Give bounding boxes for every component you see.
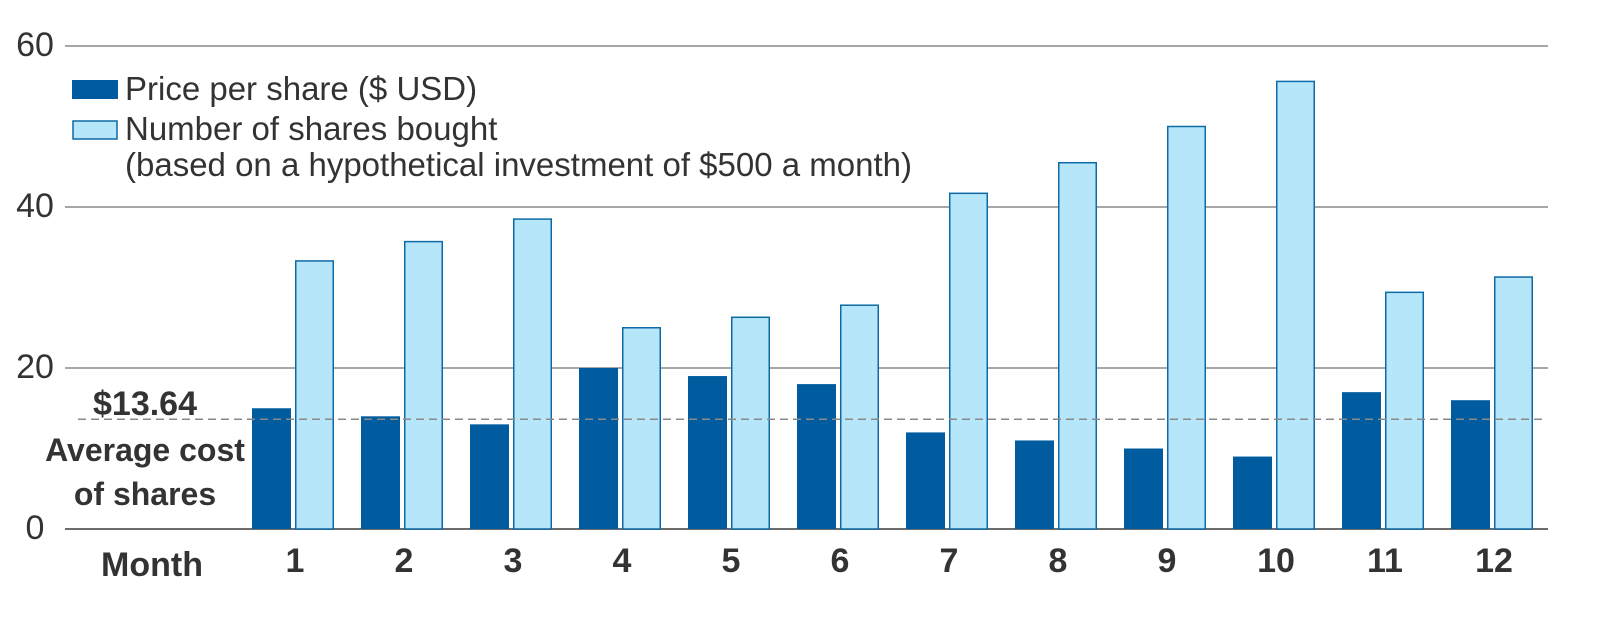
x-tick-3: 3: [504, 542, 523, 580]
bars: [252, 80, 1533, 530]
bar-shares-month-8: [1058, 161, 1097, 530]
bar-price-month-10: [1233, 456, 1272, 529]
x-tick-8: 8: [1049, 542, 1068, 580]
x-tick-2: 2: [395, 542, 414, 580]
average-cost-value: $13.64: [93, 385, 197, 423]
bar-shares-month-4: [622, 327, 661, 530]
legend-label-shares: Number of shares bought: [125, 110, 497, 147]
average-cost-label-line1: Average cost: [45, 432, 245, 468]
bar-price-month-9: [1124, 448, 1163, 529]
x-tick-12: 12: [1475, 542, 1513, 580]
bar-price-month-6: [797, 384, 836, 529]
x-tick-7: 7: [940, 542, 959, 580]
bar-price-month-8: [1015, 440, 1054, 529]
legend-label-shares-note: (based on a hypothetical investment of $…: [125, 146, 912, 183]
bar-price-month-7: [906, 432, 945, 529]
bar-shares-month-12: [1494, 276, 1533, 530]
x-tick-11: 11: [1367, 542, 1403, 580]
bar-shares-month-1: [295, 260, 334, 530]
bar-price-month-12: [1451, 400, 1490, 529]
bar-shares-month-5: [731, 316, 770, 530]
bar-shares-month-6: [840, 304, 879, 530]
bar-shares-month-9: [1167, 125, 1206, 530]
bar-price-month-5: [688, 376, 727, 529]
legend-swatch-price: [72, 80, 118, 99]
bar-price-month-3: [470, 424, 509, 529]
legend: Price per share ($ USD) Number of shares…: [72, 70, 912, 183]
y-tick-60: 60: [16, 26, 54, 64]
x-tick-1: 1: [286, 542, 305, 580]
x-tick-4: 4: [613, 542, 632, 580]
x-axis-label: Month: [101, 546, 203, 584]
bar-shares-month-11: [1385, 291, 1424, 530]
bar-shares-month-3: [513, 218, 552, 530]
bar-shares-month-10: [1276, 80, 1315, 530]
x-tick-6: 6: [831, 542, 850, 580]
y-tick-0: 0: [26, 509, 45, 547]
x-axis-ticks: 1 2 3 4 5 6 7 8 9 10 11 12: [286, 542, 1513, 580]
bar-price-month-2: [361, 416, 400, 529]
y-tick-40: 40: [16, 187, 54, 225]
bar-price-month-11: [1342, 392, 1381, 529]
x-tick-5: 5: [722, 542, 741, 580]
y-axis-ticks: 0 20 40 60: [16, 26, 54, 547]
y-tick-20: 20: [16, 348, 54, 386]
average-cost-label-line2: of shares: [74, 476, 216, 512]
x-tick-10: 10: [1257, 542, 1295, 580]
bar-price-month-1: [252, 408, 291, 529]
legend-swatch-shares: [72, 120, 118, 140]
bar-price-month-4: [579, 368, 618, 529]
legend-label-price: Price per share ($ USD): [125, 70, 477, 107]
bar-shares-month-2: [404, 240, 443, 530]
x-tick-9: 9: [1158, 542, 1177, 580]
bar-shares-month-7: [949, 192, 988, 530]
